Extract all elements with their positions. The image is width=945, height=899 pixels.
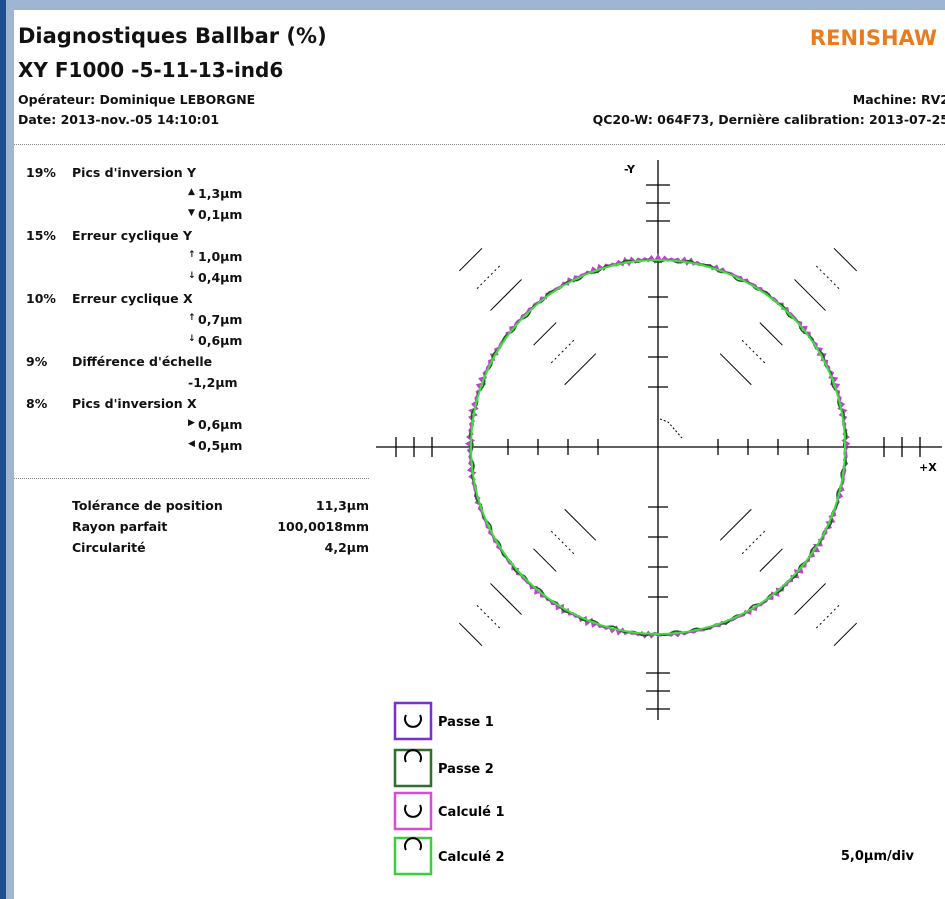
icon: ▲ — [188, 187, 195, 197]
legend-icon — [404, 837, 422, 851]
diagnostic-value: 0,6µm — [198, 417, 243, 432]
diagnostic-value: 1,0µm — [198, 249, 243, 264]
date: Date: 2013-nov.-05 14:10:01 — [18, 112, 220, 127]
percent: 10% — [26, 291, 56, 306]
percent: 9% — [26, 354, 48, 369]
diagonal-mark — [794, 279, 826, 311]
diagonal-mark — [816, 265, 840, 289]
diagnostic-name: Pics d'inversion Y — [72, 165, 197, 180]
diagonal-mark — [564, 508, 597, 541]
icon: ▶ — [188, 418, 195, 428]
icon: ↓ — [188, 334, 196, 344]
icon: ↑ — [188, 313, 196, 323]
summary-value: 11,3µm — [315, 498, 369, 513]
diagonal-mark — [476, 605, 500, 629]
legend-label: Calculé 1 — [438, 805, 505, 820]
diagonal-mark — [458, 247, 483, 272]
icon: ↓ — [188, 271, 196, 281]
legend-icon — [404, 714, 422, 728]
diagonal-mark — [476, 265, 500, 289]
icon: ↑ — [188, 250, 196, 260]
scale: 5,0µm/div — [841, 849, 915, 864]
diagonal-mark — [564, 353, 597, 386]
diagnostic-name: Erreur cyclique Y — [72, 228, 193, 243]
diagonal-mark — [794, 583, 826, 615]
legend-label: Calculé 2 — [438, 850, 505, 865]
diagonal-mark — [550, 339, 575, 364]
icon: ▼ — [188, 208, 195, 218]
icon: ◀ — [188, 439, 195, 449]
diagonal-mark — [550, 530, 575, 555]
legend-box — [393, 836, 433, 876]
report: Diagnostiques Ballbar (%) XY F1000 -5-11… — [14, 10, 945, 899]
legend-box — [393, 791, 433, 831]
y-axis-label: -Y — [624, 163, 636, 176]
diagonal-mark — [759, 322, 783, 346]
diagonal-mark — [719, 353, 752, 386]
diagnostic-value: 0,6µm — [198, 333, 243, 348]
diagnostic-value: 0,7µm — [198, 312, 243, 327]
summary-label: Rayon parfait — [72, 519, 168, 534]
percent: 19% — [26, 165, 56, 180]
diagnostic-name: Pics d'inversion X — [72, 396, 197, 411]
x-axis-label: +X — [919, 461, 937, 474]
title: Diagnostiques Ballbar (%) — [18, 24, 327, 48]
legend-box — [393, 748, 433, 788]
percent: 15% — [26, 228, 56, 243]
summary-label: Tolérance de position — [72, 498, 223, 513]
diagnostic-name: Erreur cyclique X — [72, 291, 193, 306]
summary-value: 4,2µm — [324, 540, 369, 555]
diagonal-mark — [741, 530, 766, 555]
diagonal-mark — [533, 548, 557, 572]
diagonal-mark — [741, 339, 766, 364]
diagonal-mark — [759, 548, 783, 572]
legend-label: Passe 2 — [438, 762, 494, 777]
diagonal-mark — [490, 583, 522, 615]
separator — [14, 144, 945, 145]
diagonal-mark — [458, 622, 483, 647]
diagnostic-name: Différence d'échelle — [72, 354, 213, 369]
summary-label: Circularité — [72, 540, 146, 555]
plot: -Y +X 5,0µm/div Passe 1 Passe 2 Calculé 1 C… — [376, 160, 942, 876]
calibration: QC20-W: 064F73, Dernière calibration: 20… — [592, 112, 945, 127]
trace — [470, 259, 846, 635]
diagnostic-value: 0,5µm — [198, 438, 243, 453]
logo: RENISHAW — [809, 26, 937, 50]
percent: 8% — [26, 396, 48, 411]
diagonal-mark — [833, 622, 858, 647]
diagonal-mark — [490, 279, 522, 311]
machine: Machine: RV2 — [852, 92, 945, 107]
legend-icon — [404, 804, 422, 818]
operator: Opérateur: Dominique LEBORGNE — [18, 92, 256, 107]
legend-icon — [404, 749, 422, 763]
diagonal-mark — [533, 322, 557, 346]
diagnostic-value: -1,2µm — [188, 375, 238, 390]
diagnostic-value: 0,1µm — [198, 207, 243, 222]
center-marker — [659, 418, 683, 439]
summary-value: 100,0018mm — [277, 519, 369, 534]
diagonal-mark — [719, 508, 752, 541]
diagnostic-value: 0,4µm — [198, 270, 243, 285]
legend-box — [393, 701, 433, 741]
diagonal-mark — [833, 247, 858, 272]
separator — [14, 478, 369, 479]
diagonal-mark — [816, 605, 840, 629]
diagnostic-value: 1,3µm — [198, 186, 243, 201]
legend-label: Passe 1 — [438, 715, 494, 730]
subtitle: XY F1000 -5-11-13-ind6 — [18, 58, 284, 82]
